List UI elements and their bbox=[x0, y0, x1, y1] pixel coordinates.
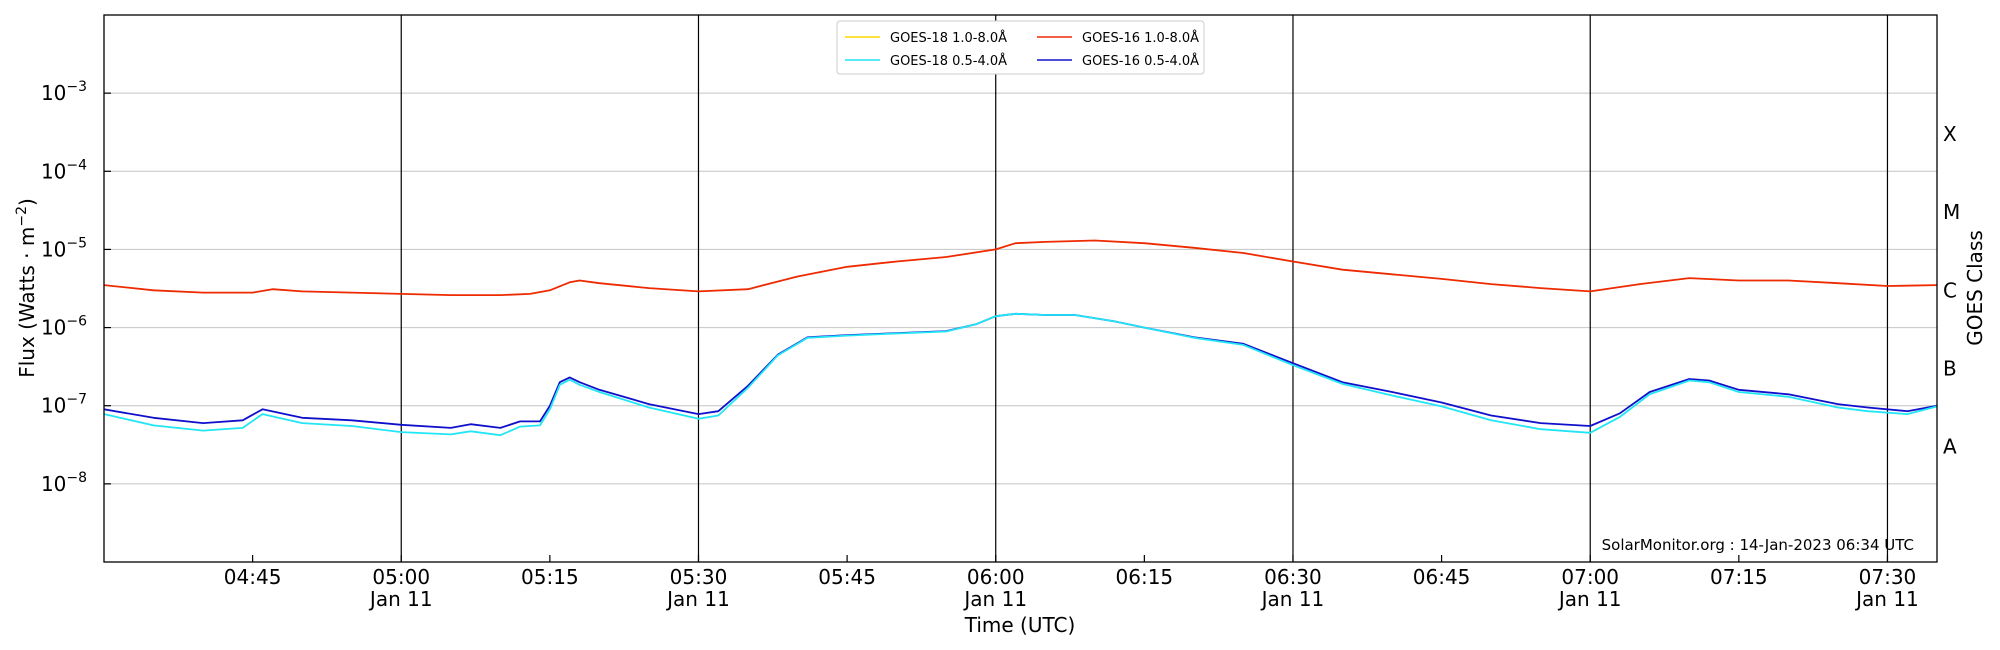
x-tick-label-7: 06:30 bbox=[1264, 565, 1322, 589]
goes-class-m: M bbox=[1943, 200, 1960, 224]
series-line-1 bbox=[104, 312, 1937, 429]
plot-frame bbox=[103, 14, 1938, 563]
y-tick-label-1: 10−7 bbox=[41, 392, 87, 418]
x-tick-date-5: Jan 11 bbox=[962, 587, 1027, 611]
y-tick-label-2: 10−6 bbox=[41, 314, 87, 340]
y-axis-ticks: 10−8 10−7 10−6 10−5 10−4 10−3 bbox=[41, 79, 111, 496]
x-tick-date-9: Jan 11 bbox=[1557, 587, 1622, 611]
grid-lines bbox=[104, 92, 1937, 485]
y-tick-label-5: 10−3 bbox=[41, 79, 87, 105]
series-line-2 bbox=[104, 312, 1937, 437]
x-tick-label-5: 06:00 bbox=[967, 565, 1025, 589]
x-tick-label-11: 07:30 bbox=[1859, 565, 1917, 589]
y-tick-label-4: 10−4 bbox=[41, 157, 87, 183]
x-tick-date-7: Jan 11 bbox=[1260, 587, 1325, 611]
goes-class-x: X bbox=[1943, 122, 1957, 146]
legend-box bbox=[836, 20, 1205, 75]
x-tick-label-8: 06:45 bbox=[1413, 565, 1471, 589]
x-tick-label-3: 05:30 bbox=[670, 565, 728, 589]
x-tick-label-4: 05:45 bbox=[818, 565, 876, 589]
x-tick-label-6: 06:15 bbox=[1116, 565, 1174, 589]
y-axis-right-label: GOES Class bbox=[1963, 230, 1987, 346]
goes-class-b: B bbox=[1943, 356, 1957, 380]
y-tick-label-3: 10−5 bbox=[41, 235, 87, 261]
x-tick-date-11: Jan 11 bbox=[1854, 587, 1919, 611]
y-axis-label: Flux (Watts · m−2) bbox=[14, 198, 39, 378]
goes-class-c: C bbox=[1943, 278, 1957, 302]
goes-class-a: A bbox=[1943, 435, 1957, 459]
x-tick-date-3: Jan 11 bbox=[665, 587, 730, 611]
legend-label-0: GOES-18 1.0-8.0Å bbox=[890, 30, 1007, 46]
source-annotation: SolarMonitor.org : 14-Jan-2023 06:34 UTC bbox=[1602, 536, 1914, 554]
day-markers bbox=[400, 15, 1889, 562]
series-lines bbox=[104, 239, 1937, 437]
x-tick-label-0: 04:45 bbox=[224, 565, 282, 589]
goes-class-labels: A B C M X bbox=[1943, 122, 1960, 459]
legend-label-1: GOES-16 1.0-8.0Å bbox=[1082, 30, 1199, 46]
legend-label-3: GOES-16 0.5-4.0Å bbox=[1082, 53, 1199, 69]
legend: GOES-18 1.0-8.0Å GOES-16 1.0-8.0Å GOES-18 … bbox=[836, 20, 1205, 75]
x-axis-label: Time (UTC) bbox=[964, 613, 1076, 637]
x-tick-label-10: 07:15 bbox=[1710, 565, 1768, 589]
series-line-0 bbox=[104, 239, 1937, 297]
legend-label-2: GOES-18 0.5-4.0Å bbox=[890, 53, 1007, 69]
x-tick-label-2: 05:15 bbox=[521, 565, 579, 589]
x-tick-label-9: 07:00 bbox=[1561, 565, 1619, 589]
x-tick-date-1: Jan 11 bbox=[368, 587, 433, 611]
y-tick-label-0: 10−8 bbox=[41, 470, 87, 496]
x-tick-label-1: 05:00 bbox=[372, 565, 430, 589]
